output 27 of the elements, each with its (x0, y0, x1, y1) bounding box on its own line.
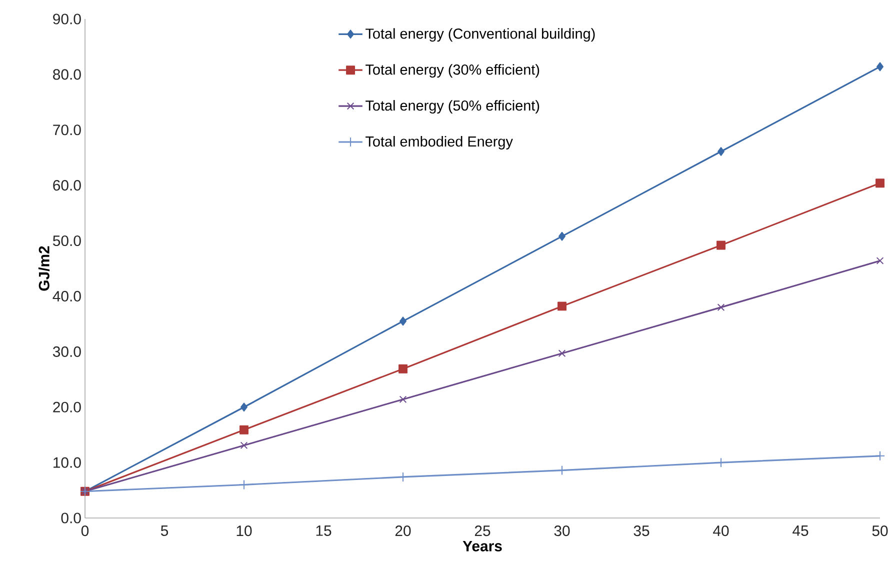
x-tick-label: 0 (81, 526, 89, 536)
y-tick-label: 70.0 (53, 124, 81, 136)
y-tick-label: 50.0 (52, 235, 81, 246)
x-tick-label: 50 (872, 526, 888, 536)
y-tick-label: 60.0 (53, 180, 81, 191)
x-tick-label: 35 (634, 526, 650, 536)
legend-label: Total energy (Conventional building) (366, 28, 595, 42)
x-tick-label: 45 (792, 526, 808, 536)
x-tick-label: 30 (554, 526, 570, 536)
y-tick-label: 40.0 (52, 290, 81, 302)
y-tick-label: 80.0 (53, 69, 81, 80)
x-tick-label: 25 (474, 526, 490, 536)
y-tick-label: 10.0 (54, 457, 81, 468)
x-tick-label: 20 (395, 526, 411, 536)
y-axis-title: GJ/m2 (38, 246, 50, 291)
x-tick-label: 40 (713, 526, 729, 536)
x-axis-title: Years (462, 540, 502, 552)
x-tick-label: 5 (160, 526, 168, 536)
legend-label: Total energy (30% efficient) (366, 64, 540, 78)
legend-label: Total energy (50% efficient) (366, 100, 540, 114)
y-tick-label: 0.0 (61, 512, 81, 524)
y-tick-label: 30.0 (52, 346, 81, 357)
y-tick-label: 20.0 (53, 402, 81, 412)
legend-label: Total embodied Energy (366, 136, 513, 150)
x-tick-label: 15 (316, 526, 332, 536)
y-tick-label: 90.0 (53, 14, 81, 24)
x-tick-label: 10 (236, 526, 252, 536)
